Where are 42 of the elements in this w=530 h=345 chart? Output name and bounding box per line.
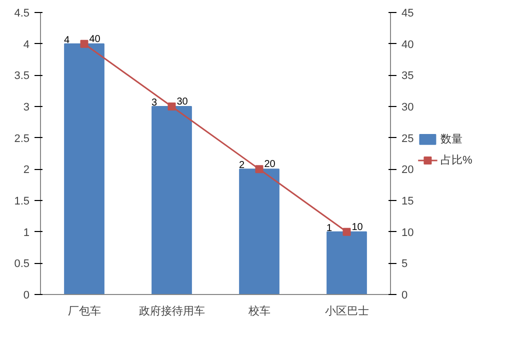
y-tick-label: 0.5	[14, 258, 30, 270]
y2-tick-label: 20	[402, 164, 414, 176]
bar	[326, 231, 367, 294]
data-label: 20	[264, 159, 276, 170]
point	[168, 102, 176, 110]
y2-tick-label: 25	[402, 132, 414, 145]
x-tick-label: 小区巴士	[324, 304, 369, 318]
y2-tick-label: 30	[402, 102, 414, 114]
bar	[239, 168, 280, 294]
legend-label: 占比%	[440, 154, 472, 167]
y-tick-label: 3.5	[14, 70, 30, 82]
data-label: 4	[64, 34, 70, 46]
y2-tick-label: 40	[402, 38, 414, 51]
data-label: 1	[326, 222, 332, 234]
data-label: 2	[238, 160, 245, 172]
bar	[64, 43, 104, 294]
point	[80, 40, 88, 48]
bar	[152, 106, 192, 294]
y2-tick-label: 45	[402, 8, 414, 20]
data-label: 10	[352, 222, 364, 233]
y-tick-label: 1	[23, 226, 30, 239]
y-tick-label: 2	[23, 164, 30, 176]
y-tick-label: 4.5	[14, 8, 30, 20]
y2-tick-label: 0	[402, 290, 408, 302]
point	[255, 165, 264, 174]
point	[342, 228, 351, 236]
y2-tick-label: 15	[402, 196, 414, 208]
y-tick-label: 2.5	[14, 132, 30, 145]
y2-tick-label: 5	[402, 258, 408, 270]
legend-label: 数量	[440, 133, 462, 146]
x-tick-label: 政府接待用车	[138, 304, 205, 318]
data-label: 30	[176, 96, 188, 108]
data-label: 3	[151, 98, 158, 108]
x-tick-label: 校车	[247, 304, 270, 318]
y-tick-label: 3	[23, 102, 30, 114]
y2-tick-label: 35	[402, 70, 414, 82]
y-tick-label: 4	[23, 38, 30, 51]
y-tick-label: 1.5	[14, 196, 30, 208]
y2-tick-label: 10	[402, 226, 414, 239]
x-tick-label: 厂包车	[68, 304, 101, 318]
y-tick-label: 0	[23, 290, 30, 302]
data-label: 40	[89, 34, 101, 45]
